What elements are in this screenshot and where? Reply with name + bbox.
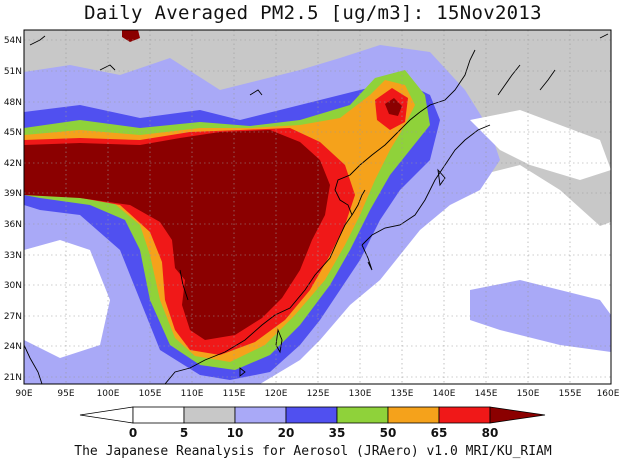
lat-tick: 51N [4,67,22,77]
coastlines [24,33,609,384]
map-title: Daily Averaged PM2.5 [ug/m3]: 15Nov2013 [84,2,542,24]
lon-tick: 125E [307,389,330,399]
colorbar-min-arrow [79,406,134,424]
lat-tick: 30N [4,281,22,291]
pm25-contours [24,30,611,384]
contour-0-5 [24,240,110,358]
lon-tick: 115E [223,389,246,399]
colorbar-label: 80 [482,426,499,440]
lat-tick: 36N [4,220,22,230]
lon-tick: 130E [349,389,372,399]
colorbar-labels: 0 5 10 20 35 50 65 80 [129,426,499,440]
lon-tick: 160E [597,389,620,399]
lon-tick: 135E [391,389,414,399]
colorbar [79,406,546,424]
colorbar-label: 50 [380,426,397,440]
contour-80-plus-ne [385,98,402,116]
lat-tick: 27N [4,312,22,322]
lon-tick: 140E [433,389,456,399]
colorbar-bin [132,406,185,424]
lat-axis: 54N 51N 48N 45N 42N 39N 36N 33N 30N 27N … [4,36,22,383]
lat-tick: 42N [4,159,22,169]
footer-credit: The Japanese Reanalysis for Aerosol (JRA… [74,444,552,459]
lon-tick: 110E [181,389,204,399]
lon-tick: 150E [517,389,540,399]
lon-tick: 105E [139,389,162,399]
gridlines [24,30,611,384]
map-frame [23,29,612,385]
lon-tick: 90E [15,389,32,399]
colorbar-bin [387,406,440,424]
colorbar-label: 10 [227,426,244,440]
colorbar-label: 35 [329,426,346,440]
contour-0-5-ne [470,110,611,180]
lat-tick: 54N [4,36,22,46]
lat-tick: 39N [4,189,22,199]
colorbar-bin [336,406,389,424]
colorbar-bin [183,406,236,424]
contour-80-plus-north [122,30,140,42]
colorbar-bin [438,406,491,424]
lon-tick: 95E [57,389,74,399]
colorbar-max-arrow [489,406,546,424]
contour-10-20-sea [470,280,611,352]
lon-tick: 100E [97,389,120,399]
lon-tick: 155E [559,389,582,399]
colorbar-bin [234,406,287,424]
contour-80-plus [24,130,330,340]
lat-tick: 33N [4,251,22,261]
colorbar-label: 20 [278,426,295,440]
colorbar-label: 0 [129,426,137,440]
lat-tick: 45N [4,128,22,138]
colorbar-bin [285,406,338,424]
lat-tick: 24N [4,342,22,352]
lat-tick: 48N [4,98,22,108]
colorbar-label: 65 [431,426,448,440]
lat-tick: 21N [4,373,22,383]
lon-axis: 90E 95E 100E 105E 110E 115E 120E 125E 13… [15,389,619,399]
colorbar-label: 5 [180,426,188,440]
lon-tick: 120E [265,389,288,399]
lon-tick: 145E [475,389,498,399]
